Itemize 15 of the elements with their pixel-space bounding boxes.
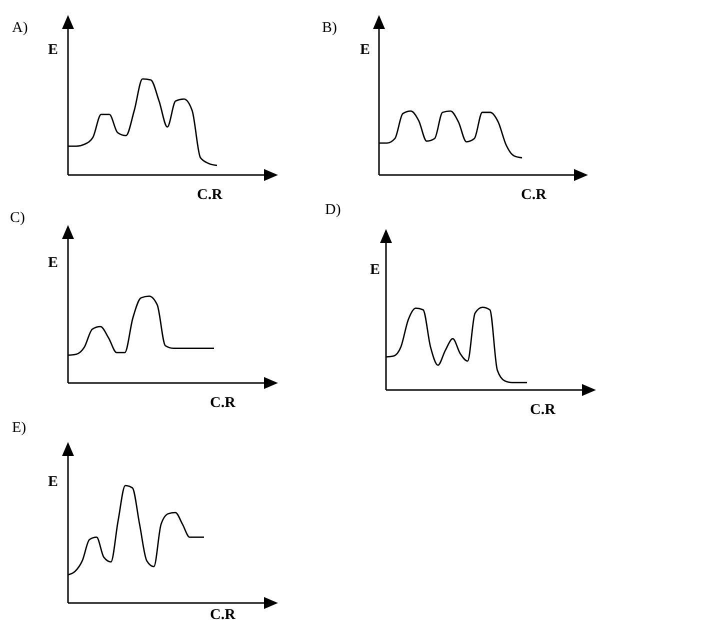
chart-title: E) (12, 420, 26, 437)
x-axis-title: C.R (530, 402, 556, 419)
chart-title: D) (325, 202, 341, 219)
chart-title: B) (322, 20, 337, 37)
y-axis-title: E (48, 255, 58, 272)
y-axis-title: E (48, 42, 58, 59)
y-axis-title: E (370, 262, 380, 279)
x-axis-title: C.R (210, 395, 236, 412)
chart-title: A) (12, 20, 28, 37)
x-axis-title: C.R (521, 187, 546, 204)
y-axis-title: E (48, 474, 58, 491)
x-axis-title: C.R (197, 187, 222, 204)
chart-title: C) (10, 210, 25, 227)
y-axis-title: E (360, 42, 370, 59)
x-axis-title: C.R (210, 607, 236, 624)
